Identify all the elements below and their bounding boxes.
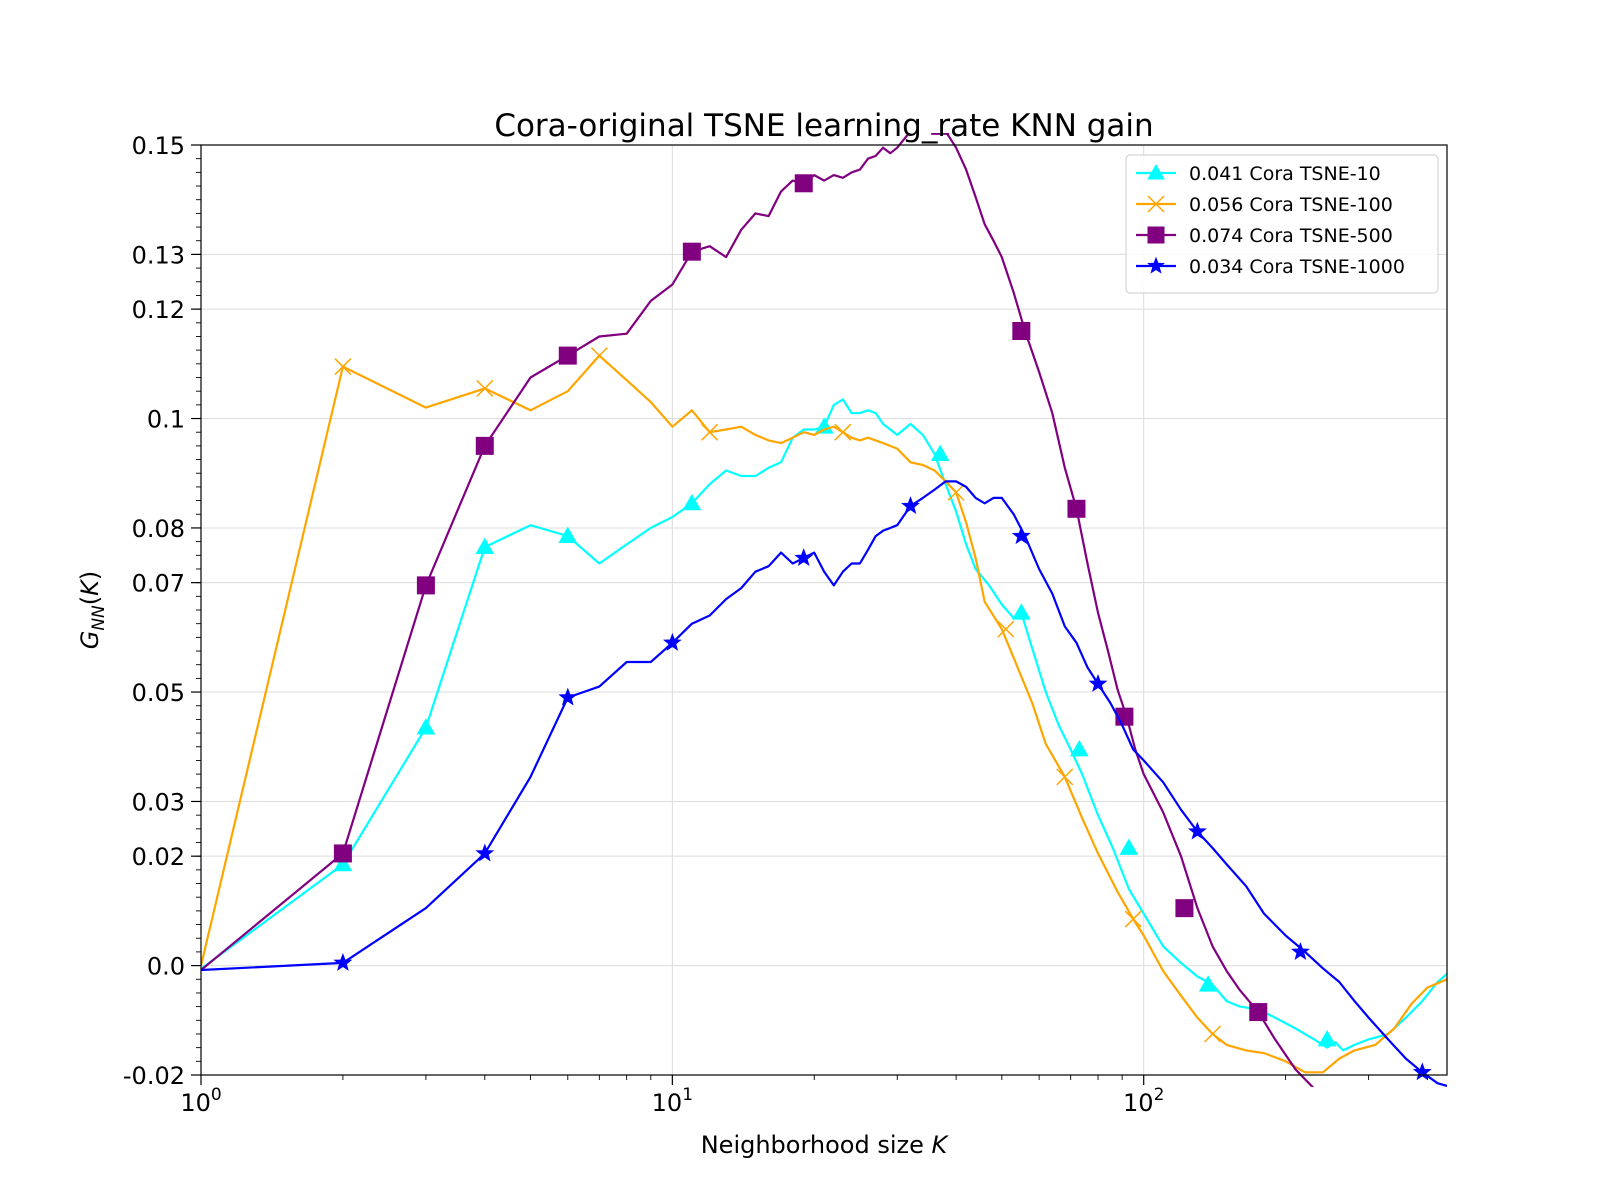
star-marker	[1187, 821, 1207, 840]
y-tick-label: 0.05	[132, 679, 185, 707]
square-marker	[1249, 1003, 1268, 1022]
square-marker	[931, 133, 950, 135]
x-marker-stroke	[947, 483, 965, 501]
star-marker	[901, 496, 920, 515]
x-marker	[1124, 910, 1142, 928]
legend-box	[1125, 154, 1439, 294]
star-marker	[1290, 941, 1310, 960]
series-x	[201, 347, 1447, 1074]
x-marker-stroke	[1147, 195, 1165, 213]
x-marker-stroke	[834, 423, 852, 441]
y-tick-label: 0.0	[147, 953, 185, 981]
x-marker	[997, 620, 1015, 638]
square-marker	[416, 576, 435, 595]
x-marker	[476, 379, 494, 397]
series-line	[201, 133, 1315, 1087]
square-marker	[558, 346, 577, 365]
square-marker	[1147, 226, 1165, 244]
star-marker	[1412, 1062, 1432, 1081]
x-tick-label: 102	[1123, 1085, 1164, 1117]
star-marker	[794, 548, 814, 567]
chart-title: Cora-original TSNE learning_rate KNN gai…	[494, 108, 1153, 144]
star-marker	[1147, 256, 1165, 274]
series-line	[201, 480, 1447, 1087]
x-marker-stroke	[590, 347, 608, 365]
star-marker	[1011, 526, 1031, 545]
y-tick-label: 0.08	[132, 515, 185, 543]
x-marker	[701, 423, 719, 441]
y-axis-label: GNN(K)	[76, 571, 109, 650]
y-tick-label: 0.1	[147, 406, 185, 434]
legend: 0.041 Cora TSNE-10 0.056 Cora TSNE-100 0.0…	[1125, 154, 1439, 294]
triangle-marker	[1119, 838, 1139, 855]
x-marker-stroke	[1056, 768, 1074, 786]
x-marker-stroke	[1124, 910, 1142, 928]
y-tick-label: -0.02	[123, 1062, 185, 1090]
y-tick-label: 0.12	[132, 296, 185, 324]
x-marker-stroke	[1204, 1025, 1222, 1043]
x-marker	[1147, 195, 1165, 213]
square-marker	[475, 436, 494, 455]
legend-label: 0.056 Cora TSNE-100	[1189, 194, 1393, 216]
y-tick-label: 0.03	[132, 788, 185, 816]
x-marker-stroke	[701, 423, 719, 441]
series-line	[201, 398, 1447, 1052]
x-axis-label: Neighborhood size K	[701, 1131, 950, 1159]
x-marker-stroke	[334, 358, 352, 376]
series-layer	[201, 133, 1447, 1087]
x-tick-label: 101	[652, 1085, 693, 1117]
triangle-marker	[682, 493, 702, 511]
star-marker	[558, 687, 578, 706]
triangle-marker	[1198, 975, 1218, 992]
legend-item: 0.041 Cora TSNE-10	[1136, 163, 1381, 185]
legend-label: 0.034 Cora TSNE-1000	[1189, 256, 1405, 278]
series-line	[201, 354, 1447, 1074]
square-marker	[333, 844, 352, 863]
y-tick-label: 0.13	[132, 241, 185, 269]
triangle-marker	[558, 526, 578, 544]
square-marker	[794, 174, 813, 193]
triangle-marker	[1011, 603, 1031, 620]
legend-label: 0.041 Cora TSNE-10	[1189, 163, 1381, 185]
triangle-marker	[475, 537, 495, 554]
square-marker	[682, 242, 701, 261]
x-tick-label: 100	[180, 1085, 221, 1117]
x-marker	[834, 423, 852, 441]
triangle-marker	[1147, 163, 1165, 180]
legend-item: 0.074 Cora TSNE-500	[1136, 225, 1393, 247]
series-square	[201, 133, 1315, 1087]
x-marker-stroke	[476, 379, 494, 397]
y-tick-label: 0.15	[132, 132, 185, 160]
triangle-marker	[1317, 1029, 1337, 1047]
square-marker	[1175, 899, 1194, 918]
triangle-marker	[1069, 739, 1089, 757]
legend-item: 0.034 Cora TSNE-1000	[1136, 256, 1405, 278]
x-marker	[1056, 768, 1074, 786]
star-marker	[662, 632, 682, 651]
ticks: -0.02 0.0 0.02 0.03 0.05 0.07 0.08 0.1 0.12 0.13 0…	[123, 132, 1428, 1117]
triangle-marker	[333, 854, 353, 872]
x-marker-stroke	[997, 620, 1015, 638]
star-marker	[333, 952, 353, 971]
triangle-marker	[930, 444, 950, 461]
legend-label: 0.074 Cora TSNE-500	[1189, 225, 1393, 247]
y-tick-label: 0.07	[132, 570, 185, 598]
x-marker	[947, 483, 965, 501]
triangle-marker	[416, 718, 436, 735]
x-marker	[334, 358, 352, 376]
legend-item: 0.056 Cora TSNE-100	[1136, 194, 1393, 216]
star-marker	[1088, 673, 1108, 692]
square-marker	[1067, 499, 1086, 518]
series-star	[201, 480, 1447, 1087]
x-marker	[590, 347, 608, 365]
y-tick-label: 0.02	[132, 843, 185, 871]
square-marker	[1012, 322, 1031, 340]
x-marker	[1204, 1025, 1222, 1043]
star-marker	[475, 843, 495, 862]
